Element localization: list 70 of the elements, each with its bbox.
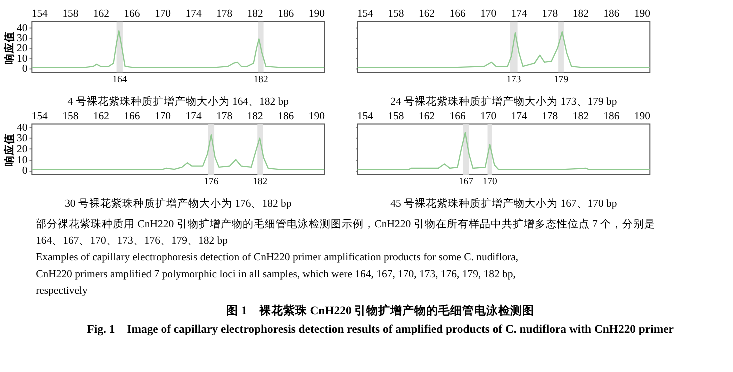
line-series: [32, 30, 326, 68]
x-tick-label: 170: [154, 110, 172, 122]
x-tick-label: 190: [308, 110, 325, 122]
x-tick-label: 170: [480, 110, 497, 122]
x-tick-label: 158: [62, 8, 79, 20]
x-tick-label: 190: [634, 110, 650, 122]
x-tick-label: 182: [572, 8, 589, 20]
x-tick-label: 186: [278, 110, 295, 122]
x-tick-label: 166: [124, 8, 141, 20]
x-tick-label: 174: [511, 8, 528, 20]
x-tick-label: 186: [278, 8, 295, 20]
x-tick-label: 154: [32, 8, 49, 20]
x-tick-label: 170: [480, 8, 497, 20]
text: 30 号裸花紫珠种质扩增产物大小为 176、182 bp: [65, 197, 292, 210]
text: 45 号裸花紫珠种质扩增产物大小为 167、170 bp: [390, 197, 618, 210]
x-tick-label: 162: [93, 8, 110, 20]
x-tick-label: 166: [450, 110, 466, 122]
x-tick-label: 170: [154, 8, 172, 20]
y-axis-title: 响应值: [3, 134, 16, 167]
text: 24 号裸花紫珠种质扩增产物大小为 173、179 bp: [390, 94, 618, 108]
x-tick-label: 154: [32, 110, 49, 122]
y-tick-label: 40: [17, 22, 28, 34]
text: Examples of capillary electrophoresis detection of CnH220 primer amplification products for some C. nudiflora, CnH220 primers amplified 7 polymorphic loci in all samples, which were 164, 167, 170, 173, 176, 179, 182 bp, respectively: [36, 252, 519, 297]
y-tick-label: 0: [22, 165, 28, 178]
x-tick-label: 182: [247, 110, 264, 122]
y-tick-label: 20: [17, 143, 28, 156]
x-tick-label: 182: [572, 110, 589, 122]
band-label: 176: [204, 176, 219, 188]
x-tick-label: 174: [186, 110, 202, 122]
x-tick-label: 186: [604, 110, 620, 122]
x-tick-label: 162: [93, 110, 110, 122]
x-tick-label: 190: [634, 8, 650, 20]
line-series: [32, 134, 326, 170]
band-label: 167: [458, 176, 474, 188]
x-tick-label: 162: [418, 110, 436, 122]
x-tick-label: 186: [604, 8, 620, 20]
x-tick-label: 178: [216, 8, 233, 20]
y-tick-label: 30: [17, 132, 28, 145]
x-tick-label: 158: [62, 110, 79, 122]
y-tick-label: 20: [17, 42, 28, 55]
band-label: 164: [112, 74, 128, 86]
y-tick-label: 0: [22, 62, 28, 75]
band-label: 179: [554, 74, 569, 86]
text: 部分裸花紫珠种质用 CnH220 引物扩增产物的毛细管电泳检测图示例，CnH220 引物在所有样品中共扩增多态性位点 7 个，分别是 164、167、170、173、176、179、182 bp: [36, 218, 656, 248]
x-tick-label: 158: [388, 110, 404, 122]
y-axis-title: 响应值: [3, 31, 16, 64]
x-tick-label: 154: [357, 8, 374, 20]
x-tick-label: 182: [247, 8, 264, 20]
band-label: 173: [506, 74, 522, 86]
x-tick-label: 154: [357, 110, 374, 122]
x-tick-label: 178: [542, 110, 558, 122]
x-tick-label: 158: [388, 8, 404, 20]
x-tick-label: 174: [186, 8, 202, 20]
x-tick-label: 174: [511, 110, 528, 122]
text: 图 1 裸花紫珠 CnH220 引物扩增产物的毛细管电泳检测图: [226, 303, 535, 318]
x-tick-label: 166: [450, 8, 466, 20]
x-tick-label: 166: [124, 110, 141, 122]
x-tick-label: 190: [308, 8, 325, 20]
x-tick-label: 178: [216, 110, 233, 122]
text: 4 号裸花紫珠种质扩增产物大小为 164、182 bp: [68, 94, 290, 108]
text: Fig. 1 Image of capillary electrophoresis detection results of amplified products of C. nudiflora with CnH220 primer: [87, 322, 674, 336]
band-label: 182: [254, 74, 269, 86]
band-label: 170: [482, 176, 498, 188]
y-tick-label: 10: [17, 154, 28, 166]
y-tick-label: 40: [17, 122, 28, 134]
x-tick-label: 178: [542, 8, 558, 20]
y-tick-label: 30: [17, 32, 28, 45]
y-tick-label: 10: [17, 52, 28, 65]
band-label: 182: [253, 176, 268, 188]
x-tick-label: 162: [418, 8, 436, 20]
